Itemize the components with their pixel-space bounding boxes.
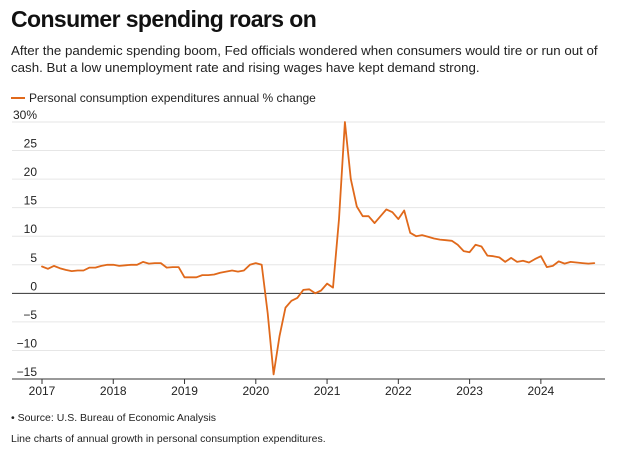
x-tick-label: 2018 <box>100 384 127 398</box>
legend-line-swatch <box>11 97 25 99</box>
y-tick-label: 15 <box>24 194 38 208</box>
x-tick-label: 2017 <box>29 384 56 398</box>
y-tick-label: 30% <box>13 110 37 122</box>
series-line <box>41 121 596 376</box>
chart-subtitle: After the pandemic spending boom, Fed of… <box>11 43 598 75</box>
y-tick-label: −10 <box>17 336 38 350</box>
source-note: • Source: U.S. Bureau of Economic Analys… <box>11 412 217 424</box>
y-tick-label: 5 <box>30 251 37 265</box>
x-tick-label: 2019 <box>171 384 198 398</box>
y-tick-label: 25 <box>24 137 38 151</box>
y-axis-ticks: 30% 25 20 15 10 5 0 −5 −10 −15 <box>13 110 37 379</box>
y-tick-label: −5 <box>23 308 37 322</box>
chart-title: Consumer spending roars on <box>11 6 317 32</box>
y-tick-label: 0 <box>30 279 37 293</box>
x-axis-ticks: 2017 2018 2019 2020 2021 2022 2023 2024 <box>12 378 605 398</box>
chart-caption: Line charts of annual growth in personal… <box>11 433 326 445</box>
y-tick-label: 20 <box>24 165 38 179</box>
series-layer <box>41 121 596 376</box>
y-tick-label: 10 <box>24 222 38 236</box>
x-tick-label: 2023 <box>456 384 483 398</box>
gridlines <box>12 121 605 380</box>
x-tick-label: 2020 <box>242 384 269 398</box>
x-tick-label: 2022 <box>385 384 412 398</box>
y-tick-label: −15 <box>17 365 38 379</box>
legend-label: Personal consumption expenditures annual… <box>29 91 316 105</box>
legend: Personal consumption expenditures annual… <box>11 91 316 105</box>
x-tick-label: 2021 <box>314 384 341 398</box>
x-tick-label: 2024 <box>528 384 555 398</box>
